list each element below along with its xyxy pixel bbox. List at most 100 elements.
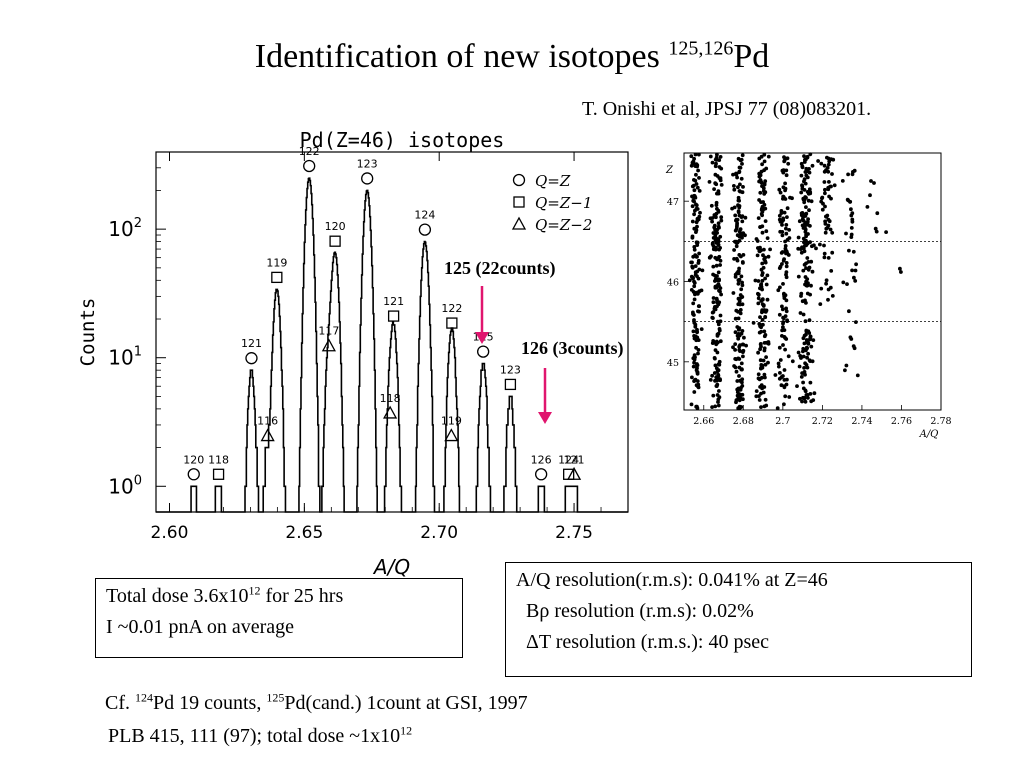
scatter-point (741, 185, 745, 189)
plot-frame (155, 151, 629, 513)
scatter-point (762, 341, 767, 345)
scatter-point (787, 395, 792, 399)
legend-marker-square (513, 196, 525, 208)
scatter-point (738, 182, 742, 187)
scatter-point (716, 270, 721, 275)
dose-duration: for 25 hrs (260, 585, 344, 607)
scatter-point (689, 260, 693, 265)
scatter-point (760, 261, 765, 266)
scatter-point (693, 264, 698, 268)
peak-label-121-q44: 121 (564, 453, 585, 466)
scatter-point (759, 180, 764, 185)
scatter-point (698, 210, 702, 215)
scatter-point (783, 181, 787, 186)
scatter-point (826, 187, 831, 192)
scatter-point (759, 344, 763, 349)
scatter-point (759, 282, 764, 286)
scatter-point (810, 269, 815, 274)
scatter-point (868, 193, 872, 198)
scatter-point (709, 203, 714, 208)
scatter-point (800, 164, 805, 169)
scatter-point (762, 159, 767, 164)
scatter-point (738, 165, 743, 170)
scatter-point (808, 334, 813, 339)
scatter-point (849, 207, 853, 212)
scatter-point (799, 375, 804, 379)
scatter-point (824, 214, 828, 219)
scatter-point (764, 282, 769, 287)
scatter-points (687, 152, 903, 411)
scatter-point (777, 213, 782, 218)
scatter-point (736, 210, 741, 215)
scatter-point (784, 168, 789, 173)
scatter-point (734, 244, 739, 249)
aq-resolution-line: A/Q resolution(r.m.s): 0.041% at Z=46 (516, 569, 828, 591)
scatter-point (782, 155, 786, 159)
scatter-point (869, 179, 873, 183)
scatter-point (695, 292, 700, 296)
scatter-frame (683, 152, 942, 411)
scatter-point (801, 336, 806, 341)
scatter-point (777, 187, 782, 192)
scatter-point (711, 231, 716, 235)
scatter-point (841, 280, 846, 285)
scatter-point (699, 327, 704, 331)
scatter-point (690, 184, 695, 189)
scatter-point (713, 363, 718, 368)
scatter-point (732, 205, 737, 210)
scatter-point (803, 227, 808, 232)
dose-text: Total dose 3.6x10 (106, 585, 249, 607)
scatter-point (830, 294, 835, 298)
scatter-point (782, 210, 787, 215)
scatter-point (738, 308, 743, 312)
scatter-point (765, 297, 770, 302)
scatter-point (780, 304, 784, 309)
scatter-point (710, 160, 715, 165)
peak-label-122-q46: 122 (299, 145, 320, 158)
scatter-point (739, 405, 744, 409)
scatter-point (718, 176, 723, 180)
histogram-title: Pd(Z=46) isotopes (300, 128, 505, 152)
scatter-point (799, 213, 804, 218)
scatter-point (711, 310, 716, 314)
scatter-point (808, 380, 813, 385)
scatter-x-tick-label: 2.66 (693, 416, 714, 427)
scatter-point (766, 254, 771, 259)
scatter-point (692, 212, 696, 217)
peak-label-124-q45: 124 (558, 453, 579, 466)
title-element: Pd (733, 38, 770, 75)
peak-marker-119-q45 (271, 271, 283, 284)
scatter-point (803, 298, 807, 303)
scatter-point (692, 247, 697, 252)
scatter-point (760, 162, 764, 167)
scatter-point (718, 155, 723, 159)
brho-resolution-line: Bρ resolution (r.m.s): 0.02% (516, 596, 961, 627)
scatter-point (811, 398, 816, 402)
peak-marker-117-q44 (321, 338, 336, 352)
scatter-point (735, 390, 740, 394)
scatter-point (784, 231, 789, 236)
scatter-point (695, 404, 699, 409)
scatter-point (708, 216, 713, 221)
counts-histogram-chart: Pd(Z=46) isotopes 120 118 121 116 119 122 117 12… (77, 128, 629, 579)
scatter-point (803, 399, 808, 404)
footnote-sup2: 125 (266, 690, 285, 705)
peak-marker-123-q45 (504, 378, 517, 391)
scatter-point (799, 190, 804, 195)
scatter-point (707, 255, 712, 260)
scatter-point (691, 275, 695, 280)
scatter-point (735, 379, 740, 383)
scatter-point (826, 297, 830, 302)
scatter-point (737, 374, 741, 378)
scatter-point (803, 282, 807, 287)
scatter-point (719, 292, 723, 297)
scatter-point (759, 329, 763, 334)
brho-text: resolution (r.m.s): 0.02% (549, 600, 754, 622)
title-superscript: 125,126 (668, 37, 734, 60)
scatter-point (822, 251, 827, 256)
scatter-point (799, 291, 804, 296)
scatter-point (782, 328, 787, 332)
scatter-point (852, 346, 857, 351)
scatter-point (850, 268, 854, 273)
scatter-point (787, 228, 791, 232)
